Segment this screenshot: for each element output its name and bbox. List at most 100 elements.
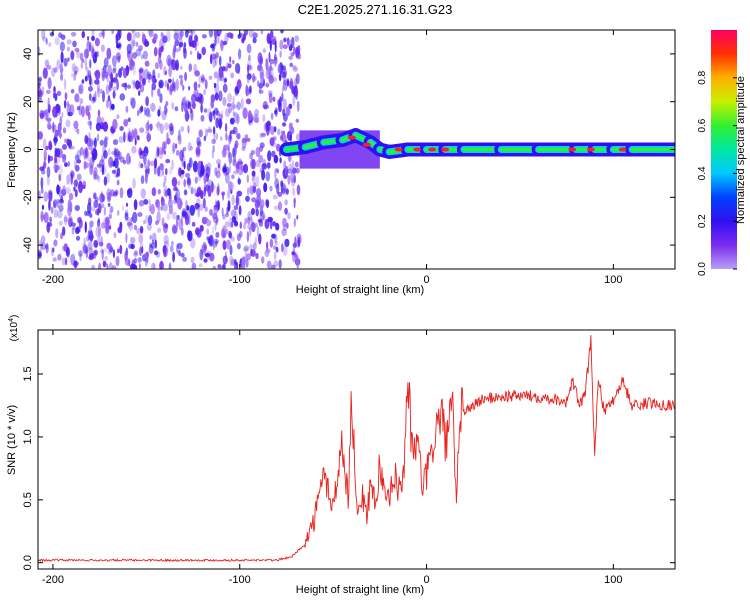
noise-speck (54, 156, 58, 164)
noise-speck (144, 38, 148, 45)
noise-speck (145, 74, 149, 79)
noise-speck (223, 144, 229, 151)
noise-speck (218, 90, 223, 102)
noise-speck (270, 66, 274, 72)
noise-speck (91, 153, 96, 163)
noise-speck (267, 150, 272, 162)
noise-speck (211, 42, 216, 52)
bottom-plot-frame (37, 329, 676, 570)
noise-speck (198, 129, 203, 138)
noise-speck (222, 214, 226, 220)
noise-speck (293, 217, 296, 228)
noise-speck (117, 30, 120, 35)
noise-speck (180, 252, 185, 258)
noise-speck (238, 48, 242, 60)
noise-speck (83, 49, 87, 58)
noise-speck (53, 86, 56, 92)
noise-speck (258, 219, 264, 227)
bottom-xtick-label: 100 (604, 574, 622, 586)
noise-speck (66, 39, 72, 45)
noise-speck (59, 41, 65, 52)
noise-speck (60, 73, 64, 81)
noise-speck (102, 121, 109, 132)
noise-speck (271, 150, 276, 157)
noise-speck (231, 194, 235, 206)
noise-speck (221, 148, 227, 158)
noise-speck (139, 127, 145, 133)
noise-speck (246, 231, 250, 242)
noise-speck (178, 218, 184, 231)
noise-speck (236, 101, 241, 111)
noise-speck (272, 96, 276, 102)
noise-speck (43, 212, 49, 224)
noise-speck (250, 150, 255, 155)
noise-speck (55, 228, 59, 239)
noise-speck (165, 168, 168, 176)
noise-speck (39, 110, 45, 118)
noise-speck (78, 104, 82, 116)
noise-speck (141, 245, 144, 254)
noise-speck (132, 39, 136, 47)
noise-speck (156, 211, 161, 223)
noise-speck (138, 161, 142, 169)
noise-speck (64, 138, 68, 143)
noise-speck (160, 205, 164, 211)
y-multiplier: (x104) (8, 315, 20, 342)
noise-speck (200, 160, 204, 172)
top-ylabel: Frequency (Hz) (6, 112, 18, 188)
noise-speck (135, 80, 140, 90)
trace-peak (618, 147, 627, 152)
noise-speck (218, 55, 222, 67)
noise-speck (255, 160, 261, 168)
noise-speck (279, 50, 282, 58)
noise-speck (166, 188, 172, 197)
noise-speck (41, 30, 46, 40)
noise-speck (260, 30, 264, 35)
noise-speck (178, 74, 183, 79)
noise-speck (164, 223, 169, 229)
noise-speck (64, 257, 68, 266)
noise-speck (175, 149, 180, 156)
noise-speck (41, 86, 45, 96)
noise-speck (172, 251, 176, 263)
noise-speck (155, 220, 159, 226)
noise-speck (258, 233, 262, 245)
noise-speck (156, 120, 161, 132)
noise-speck (129, 58, 135, 71)
noise-speck (290, 36, 295, 49)
noise-speck (116, 44, 120, 49)
noise-speck (157, 201, 160, 212)
noise-speck (56, 184, 60, 195)
noise-speck (130, 236, 136, 244)
noise-speck (104, 136, 109, 141)
noise-speck (67, 161, 71, 167)
noise-speck (269, 58, 275, 65)
noise-speck (76, 128, 80, 135)
noise-speck (155, 152, 159, 160)
noise-speck (134, 138, 137, 146)
noise-speck (269, 185, 273, 192)
noise-speck (274, 178, 280, 189)
noise-speck (227, 63, 232, 69)
noise-speck (133, 128, 138, 141)
noise-speck (256, 226, 260, 238)
noise-speck (84, 134, 89, 144)
noise-speck (212, 57, 216, 68)
noise-speck (106, 218, 110, 231)
noise-speck (61, 112, 64, 118)
noise-speck (219, 39, 224, 48)
noise-speck (249, 226, 252, 237)
noise-speck (287, 212, 291, 220)
noise-speck (217, 30, 222, 35)
noise-speck (225, 212, 229, 218)
noise-speck (89, 138, 94, 147)
noise-speck (207, 108, 212, 120)
bottom-ytick-label: 1.5 (22, 366, 34, 381)
noise-speck (78, 181, 83, 194)
noise-speck (128, 128, 131, 134)
noise-speck (143, 153, 147, 165)
noise-speck (74, 189, 78, 198)
noise-speck (171, 211, 177, 220)
noise-speck (101, 249, 104, 261)
noise-speck (190, 186, 194, 195)
